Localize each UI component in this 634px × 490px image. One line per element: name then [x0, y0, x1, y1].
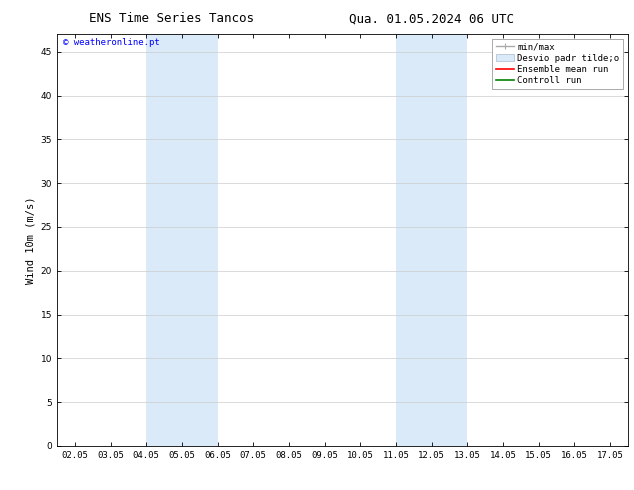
Y-axis label: Wind 10m (m/s): Wind 10m (m/s)	[25, 196, 35, 284]
Text: © weatheronline.pt: © weatheronline.pt	[63, 38, 160, 48]
Text: ENS Time Series Tancos: ENS Time Series Tancos	[89, 12, 254, 25]
Bar	[146, 34, 217, 446]
Bar	[396, 34, 467, 446]
Text: Qua. 01.05.2024 06 UTC: Qua. 01.05.2024 06 UTC	[349, 12, 514, 25]
Legend: min/max, Desvio padr tilde;o, Ensemble mean run, Controll run: min/max, Desvio padr tilde;o, Ensemble m…	[492, 39, 623, 89]
